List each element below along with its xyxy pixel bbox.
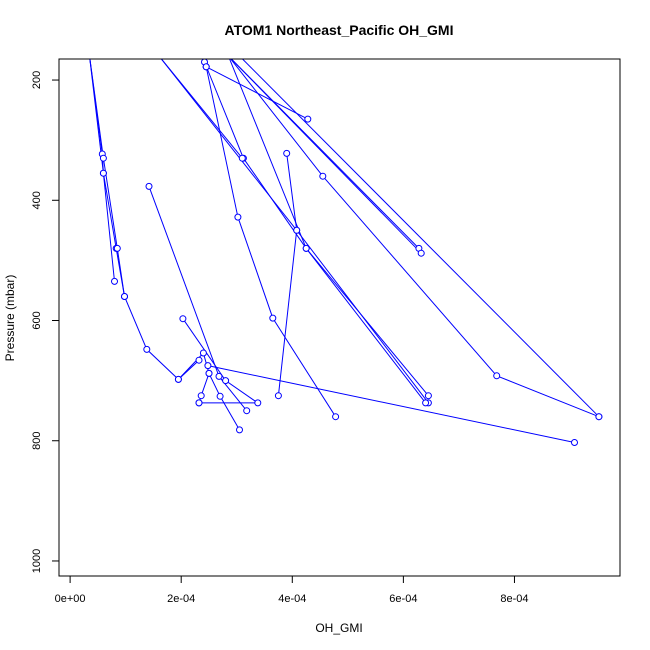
data-point	[205, 369, 213, 377]
data-point	[111, 277, 118, 285]
x-tick-label: 4e-04	[278, 593, 306, 605]
data-point	[174, 375, 182, 383]
data-point	[234, 213, 242, 221]
data-point	[121, 293, 128, 300]
x-axis-label: OH_GMI	[315, 621, 362, 635]
data-point	[197, 392, 205, 400]
series-line-8	[205, 66, 337, 417]
series-line-2	[89, 59, 125, 297]
x-tick-label: 8e-04	[500, 593, 528, 605]
data-point	[571, 439, 578, 446]
data-point	[204, 362, 212, 370]
data-point	[195, 356, 203, 364]
data-point	[99, 154, 107, 162]
series-line-7	[207, 365, 575, 443]
data-point	[304, 115, 312, 123]
data-point	[319, 172, 327, 180]
data-point	[236, 426, 243, 434]
series-line-5	[178, 359, 200, 380]
data-point	[199, 349, 207, 357]
data-point	[283, 149, 291, 157]
data-point	[216, 392, 224, 400]
x-tick-label: 0e+00	[55, 593, 86, 605]
data-point	[238, 154, 246, 162]
data-point	[215, 372, 223, 380]
y-tick-label: 800	[31, 432, 43, 450]
x-tick-label: 2e-04	[167, 593, 195, 605]
x-axis: 0e+00 2e-04 4e-04 6e-04 8e-04	[55, 575, 529, 605]
series-line-13	[230, 59, 600, 418]
chart-title: ATOM1 Northeast_Pacific OH_GMI	[225, 22, 454, 38]
data-point	[179, 315, 187, 323]
y-axis: 200 400 600 800 1000	[31, 71, 60, 573]
data-point	[595, 413, 603, 421]
data-point	[293, 226, 301, 234]
data-point	[274, 392, 282, 400]
series-line-17	[241, 59, 600, 418]
series-line-16	[230, 59, 422, 254]
data-point	[332, 413, 340, 421]
data-point	[143, 345, 151, 353]
data-point	[422, 399, 430, 407]
data-point	[302, 244, 310, 252]
series-points	[98, 59, 603, 446]
data-point	[424, 392, 432, 400]
data-point	[222, 377, 230, 385]
data-point	[202, 63, 210, 71]
data-point	[195, 399, 203, 407]
data-point	[243, 407, 251, 415]
data-point	[145, 182, 153, 190]
plot-area	[89, 59, 603, 446]
y-tick-label: 1000	[31, 549, 43, 573]
data-point	[417, 249, 425, 257]
data-point	[493, 372, 501, 380]
data-point	[254, 399, 262, 407]
data-point	[99, 169, 107, 177]
data-point	[113, 244, 121, 252]
data-point	[269, 314, 277, 322]
y-tick-label: 400	[31, 191, 43, 209]
y-axis-label: Pressure (mbar)	[3, 275, 17, 362]
y-tick-label: 600	[31, 311, 43, 329]
x-tick-label: 6e-04	[389, 593, 417, 605]
y-tick-label: 200	[31, 71, 43, 89]
